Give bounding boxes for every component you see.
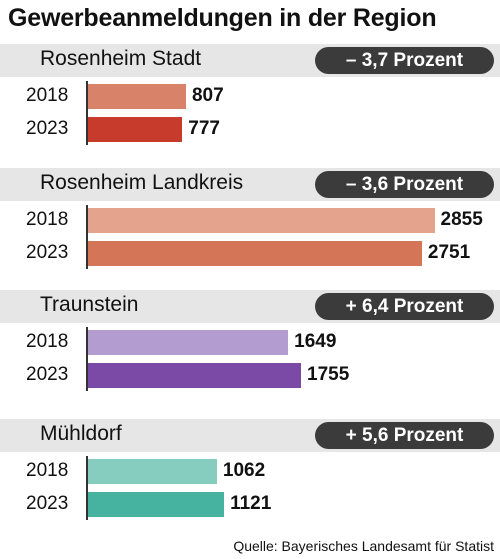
chart-title: Gewerbeanmeldungen in der Region: [8, 4, 437, 32]
group-name: Rosenheim Stadt: [40, 47, 202, 70]
bar-axis-line: [86, 81, 88, 145]
group-header: Rosenheim Landkreis – 3,6 Prozent: [0, 168, 500, 201]
value-label: 1062: [222, 460, 266, 481]
value-label: 2855: [440, 209, 483, 230]
bar-axis-line: [86, 456, 88, 520]
value-label: 1121: [230, 493, 272, 514]
bar-axis-line: [86, 205, 88, 269]
change-badge: – 3,6 Prozent: [315, 171, 494, 198]
source-note: Quelle: Bayerisches Landesamt für Statis…: [233, 538, 494, 554]
year-label: 2023: [26, 493, 69, 514]
bar: [88, 492, 225, 517]
group-header: Traunstein + 6,4 Prozent: [0, 290, 500, 323]
value-label: 1755: [307, 364, 350, 385]
bar: [88, 459, 217, 484]
group-header: Rosenheim Stadt – 3,7 Prozent: [0, 44, 500, 77]
year-label: 2023: [26, 118, 69, 139]
value-label: 777: [188, 118, 220, 139]
group-name: Rosenheim Landkreis: [40, 171, 244, 194]
bar: [88, 330, 289, 355]
bar: [88, 117, 183, 142]
year-label: 2018: [26, 85, 69, 106]
bar: [88, 208, 435, 233]
bar: [88, 84, 186, 109]
value-label: 807: [191, 85, 224, 106]
group-name: Mühldorf: [40, 422, 122, 445]
change-badge: + 5,6 Prozent: [315, 422, 494, 449]
year-label: 2018: [26, 331, 69, 352]
year-label: 2018: [26, 460, 69, 481]
bar: [88, 363, 302, 388]
bar: [88, 241, 422, 266]
year-label: 2018: [26, 209, 69, 230]
year-label: 2023: [26, 364, 69, 385]
group-header: Mühldorf + 5,6 Prozent: [0, 419, 500, 452]
value-label: 1649: [294, 331, 337, 352]
bar-axis-line: [86, 327, 88, 391]
value-label: 2751: [427, 242, 471, 263]
change-badge: – 3,7 Prozent: [315, 47, 494, 74]
year-label: 2023: [26, 242, 69, 263]
group-name: Traunstein: [40, 293, 139, 316]
change-badge: + 6,4 Prozent: [315, 293, 494, 320]
